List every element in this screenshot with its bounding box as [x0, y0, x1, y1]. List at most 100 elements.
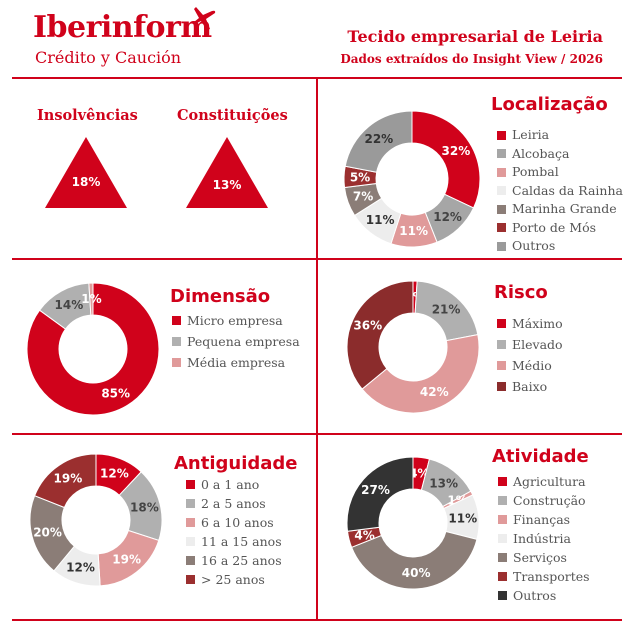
legend-item: Pombal [497, 163, 623, 182]
legend-item: > 25 anos [186, 570, 282, 589]
legend-swatch [498, 572, 507, 581]
legend-item: Construção [498, 491, 590, 510]
legend-item: Marinha Grande [497, 200, 623, 219]
legend-item: 6 a 10 anos [186, 513, 282, 532]
plane-icon [194, 7, 216, 30]
legend-item: Caldas da Rainha [497, 182, 623, 201]
legend-item: 16 a 25 anos [186, 551, 282, 570]
kpi-insolvencias-value: 18% [72, 175, 101, 189]
antiguidade-label-5: 19% [54, 472, 83, 486]
dimensao-label-1: 14% [55, 298, 84, 312]
page-title: Tecido empresarial de Leiria [347, 27, 603, 46]
atividade-label-4: 40% [402, 566, 431, 580]
localizacao-label-6: 22% [364, 132, 393, 146]
legend-swatch [172, 337, 181, 346]
risco-slice-2 [361, 334, 480, 414]
legend-swatch [186, 556, 195, 565]
legend-item: Leiria [497, 126, 623, 145]
dimensao-slice-0 [26, 282, 160, 416]
legend-swatch [186, 480, 195, 489]
dimensao-slice-2 [88, 282, 94, 316]
risco-label-2: 42% [420, 385, 449, 399]
legend-swatch [186, 499, 195, 508]
legend-swatch [497, 149, 506, 159]
risco-legend: Máximo Elevado Médio Baixo [497, 313, 563, 397]
kpi-insolvencias-label: Insolvências [37, 107, 138, 124]
legend-item: Pequena empresa [172, 331, 300, 352]
legend-item: Outros [498, 586, 590, 605]
legend-swatch [497, 319, 506, 328]
localizacao-slice-6 [344, 110, 413, 173]
atividade-label-5: 4% [354, 528, 374, 542]
legend-item: Baixo [497, 376, 563, 397]
legend-item: Alcobaça [497, 145, 623, 164]
atividade-title: Atividade [492, 446, 589, 467]
legend-item: Indústria [498, 529, 590, 548]
legend-swatch [497, 340, 506, 349]
kpi-triangles: 18% 13% [45, 137, 268, 208]
dimensao-legend: Micro empresa Pequena empresa Média empr… [172, 310, 300, 373]
legend-item: Micro empresa [172, 310, 300, 331]
antiguidade-legend: 0 a 1 ano 2 a 5 anos 6 a 10 anos 11 a 15… [186, 475, 282, 589]
legend-swatch [498, 515, 507, 524]
legend-swatch [497, 167, 506, 177]
legend-swatch [497, 382, 506, 391]
legend-item: Médio [497, 355, 563, 376]
legend-swatch [497, 186, 506, 196]
localizacao-label-1: 12% [433, 210, 462, 224]
antiguidade-label-3: 12% [66, 561, 95, 575]
antiguidade-label-2: 19% [112, 553, 141, 567]
legend-swatch [172, 358, 181, 367]
legend-swatch [498, 591, 507, 600]
localizacao-slice-0 [411, 110, 481, 209]
legend-item: Agricultura [498, 472, 590, 491]
atividade-slice-6 [346, 456, 414, 532]
legend-swatch [497, 361, 506, 370]
brand-subtitle: Crédito y Caución [35, 48, 182, 67]
legend-item: Serviços [498, 548, 590, 567]
legend-item: 2 a 5 anos [186, 494, 282, 513]
dimensao-label-0: 85% [101, 387, 130, 401]
kpi-constituicoes-label: Constituições [177, 107, 288, 124]
page-subtitle: Dados extraídos do Insight View / 2026 [340, 52, 603, 66]
legend-item: Elevado [497, 334, 563, 355]
antiguidade-label-4: 20% [33, 525, 62, 539]
antiguidade-title: Antiguidade [174, 453, 298, 474]
legend-swatch [498, 477, 507, 486]
localizacao-label-4: 7% [353, 190, 373, 204]
legend-swatch [497, 223, 506, 233]
atividade-label-6: 27% [361, 483, 390, 497]
localizacao-label-2: 11% [399, 224, 428, 238]
atividade-slice-4 [350, 530, 478, 590]
legend-swatch [498, 496, 507, 505]
legend-swatch [497, 204, 506, 214]
legend-item: Outros [497, 237, 623, 256]
atividade-label-1: 13% [429, 476, 458, 490]
legend-swatch [186, 518, 195, 527]
antiguidade-label-1: 18% [130, 501, 159, 515]
legend-swatch [498, 553, 507, 562]
legend-swatch [497, 130, 506, 140]
risco-label-1: 21% [432, 302, 461, 316]
localizacao-label-3: 11% [366, 213, 395, 227]
localizacao-title: Localização [491, 94, 608, 115]
legend-item: Média empresa [172, 352, 300, 373]
legend-swatch [186, 575, 195, 584]
legend-swatch [186, 537, 195, 546]
legend-swatch [498, 534, 507, 543]
legend-swatch [172, 316, 181, 325]
legend-swatch [497, 241, 506, 251]
legend-item: Porto de Mós [497, 219, 623, 238]
legend-item: Transportes [498, 567, 590, 586]
legend-item: 0 a 1 ano [186, 475, 282, 494]
antiguidade-slice-5 [33, 453, 97, 509]
dimensao-label-2: 1% [81, 292, 101, 306]
antiguidade-label-0: 12% [100, 467, 129, 481]
atividade-legend: Agricultura Construção Finanças Indústri… [498, 472, 590, 605]
